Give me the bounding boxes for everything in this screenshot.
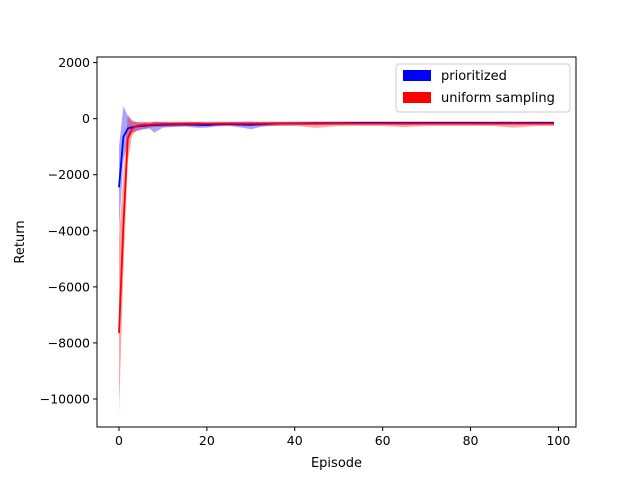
x-tick-label: 40 — [287, 433, 303, 448]
y-axis-ticks: −10000 −8000 −6000 −4000 −2000 0 2000 — [40, 55, 97, 406]
y-tick-label: 0 — [82, 111, 90, 126]
legend-label-uniform-sampling: uniform sampling — [441, 91, 555, 106]
x-tick-label: 0 — [115, 433, 123, 448]
legend-label-prioritized: prioritized — [441, 69, 507, 84]
y-tick-label: −6000 — [48, 279, 90, 294]
x-tick-label: 100 — [546, 433, 570, 448]
x-tick-label: 20 — [199, 433, 215, 448]
legend: prioritized uniform sampling — [395, 63, 571, 113]
y-tick-label: −8000 — [48, 335, 90, 350]
x-axis-label: Episode — [311, 456, 362, 471]
y-axis-label: Return — [13, 220, 28, 263]
legend-box — [395, 63, 571, 113]
y-tick-label: −2000 — [48, 167, 90, 182]
y-tick-label: −10000 — [40, 391, 90, 406]
series-lines — [118, 122, 554, 334]
legend-swatch-prioritized — [403, 70, 431, 81]
line-uniform-sampling — [118, 122, 554, 334]
x-tick-label: 60 — [375, 433, 391, 448]
x-tick-label: 80 — [463, 433, 479, 448]
legend-swatch-uniform-sampling — [403, 92, 431, 103]
y-tick-label: 2000 — [58, 55, 90, 70]
plot-frame — [96, 56, 577, 428]
y-tick-label: −4000 — [48, 223, 90, 238]
x-axis-ticks: 0 20 40 60 80 100 — [115, 427, 570, 448]
